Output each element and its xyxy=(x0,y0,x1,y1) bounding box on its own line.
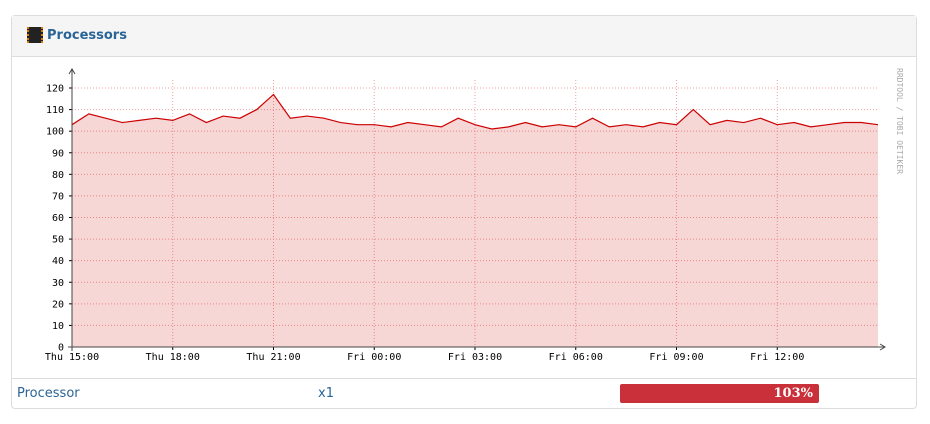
watermark: RRDTOOL / TOBI OETIKER xyxy=(895,68,904,174)
y-tick-label: 40 xyxy=(52,256,64,267)
y-tick-label: 90 xyxy=(52,148,64,159)
x-tick-label: Fri 12:00 xyxy=(750,352,804,363)
line xyxy=(71,93,879,130)
x-tick-label: Thu 15:00 xyxy=(45,352,99,363)
panel-header: Processors xyxy=(12,16,916,57)
x-tick-label: Fri 09:00 xyxy=(649,352,703,363)
y-tick-label: 100 xyxy=(46,127,64,138)
y-tick-label: 50 xyxy=(52,235,64,246)
y-tick-label: 60 xyxy=(52,213,64,224)
x-tick-label: Fri 00:00 xyxy=(347,352,401,363)
usage-bar: 103% xyxy=(620,384,819,403)
row-count: x1 xyxy=(318,386,334,401)
y-tick-label: 110 xyxy=(46,105,64,116)
area-fill xyxy=(72,94,878,347)
y-tick-label: 80 xyxy=(52,170,64,181)
x-tick-label: Fri 06:00 xyxy=(549,352,603,363)
usage-label: 103% xyxy=(773,386,814,401)
chip-icon xyxy=(27,27,43,43)
y-axis xyxy=(68,68,76,351)
y-tick-label: 120 xyxy=(46,84,64,95)
y-tick-label: 70 xyxy=(52,191,64,202)
table-row: Processor x1 103% xyxy=(12,378,916,409)
x-tick-label: Thu 18:00 xyxy=(146,352,200,363)
panel-title: Processors xyxy=(47,28,127,43)
panel: Processors Processor x1 103% xyxy=(11,15,917,409)
x-axis xyxy=(68,343,886,351)
y-tick-label: 20 xyxy=(52,299,64,310)
y-tick-label: 10 xyxy=(52,321,64,332)
x-tick-label: Fri 03:00 xyxy=(448,352,502,363)
y-tick-label: 30 xyxy=(52,278,64,289)
x-tick-label: Thu 21:00 xyxy=(246,352,300,363)
y-tick-label: 0 xyxy=(58,343,64,354)
row-name[interactable]: Processor xyxy=(17,386,80,401)
